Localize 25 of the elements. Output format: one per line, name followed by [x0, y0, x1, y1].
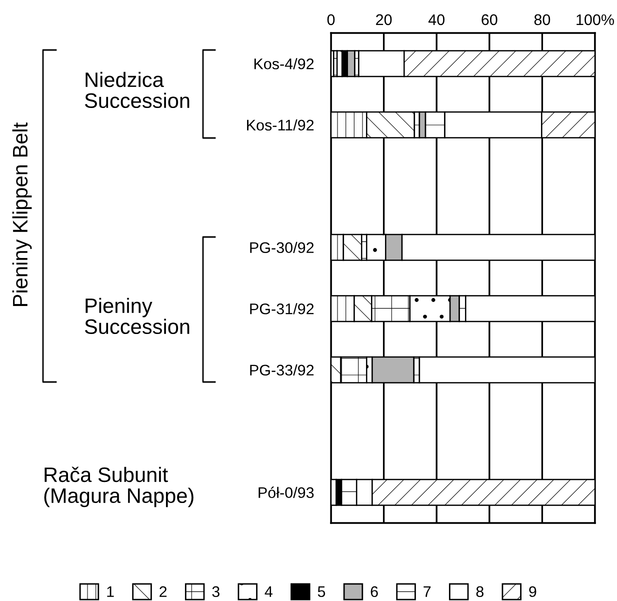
legend-label: 1 — [107, 586, 114, 597]
x-tick-label: 40 — [428, 14, 444, 26]
legend-label: 9 — [529, 586, 536, 598]
legend-label: 6 — [370, 586, 378, 598]
legend-label: 7 — [424, 586, 431, 597]
text: Niedzica Succession — [84, 72, 190, 108]
text: Pieniny Succession — [84, 298, 190, 334]
y-tick-label: Kos-4/92 — [254, 58, 314, 70]
x-tick-label: 80 — [534, 14, 550, 26]
legend-label: 3 — [212, 586, 220, 598]
y-tick-label: Pół-0/93 — [258, 486, 314, 498]
legend-label: 4 — [264, 586, 272, 597]
text: Pieniny Klippen Belt — [12, 122, 32, 306]
y-tick-label: Kos-11/92 — [247, 119, 314, 131]
x-tick-label: 60 — [482, 14, 498, 26]
x-tick-label: 100% — [576, 14, 614, 26]
legend-label: 8 — [476, 586, 484, 598]
x-tick-label: 0 — [327, 14, 335, 26]
legend-label: 5 — [318, 586, 326, 598]
y-tick-label: PG-31/92 — [250, 303, 314, 314]
text: Rača Subunit (Magura Nappe) — [44, 466, 194, 508]
y-tick-label: PG-33/92 — [250, 364, 314, 376]
x-tick-label: 20 — [376, 14, 392, 26]
y-tick-label: PG-30/92 — [250, 242, 314, 254]
legend-label: 2 — [160, 586, 167, 597]
